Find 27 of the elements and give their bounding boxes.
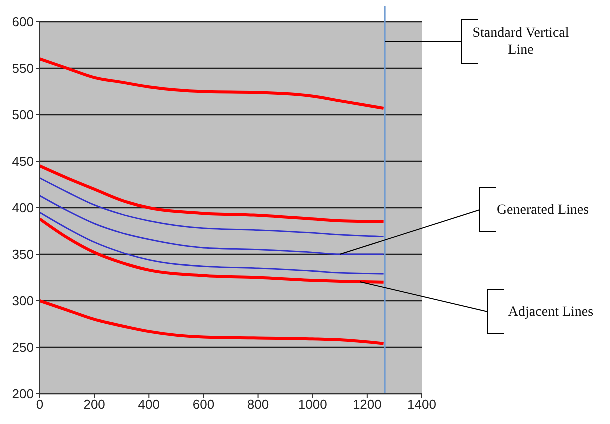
y-tick-label: 450 [12, 154, 34, 170]
x-tick-label: 600 [192, 397, 215, 412]
y-tick-label: 400 [12, 200, 34, 216]
y-tick-label: 600 [12, 14, 34, 30]
x-tick-label: 1200 [352, 397, 382, 412]
y-tick-label: 500 [12, 108, 34, 123]
line-series [40, 195, 384, 256]
x-tick-label: 1000 [298, 397, 328, 412]
line-series [40, 218, 386, 284]
x-tick-label: 400 [138, 397, 160, 412]
annotation: Generated Lines [496, 202, 590, 218]
line-series [40, 164, 386, 224]
x-tick-label: 200 [84, 397, 106, 412]
y-tick-label: 200 [12, 386, 34, 402]
y-tick-label: 300 [12, 294, 34, 309]
line-series [40, 300, 386, 346]
y-tick-label: 350 [12, 247, 34, 262]
x-tick-label: 1400 [408, 397, 436, 412]
y-tick-label: 250 [12, 340, 34, 356]
x-tick-label: 0 [36, 397, 44, 412]
line-series [40, 178, 384, 238]
x-tick-label: 800 [247, 397, 270, 412]
line-series [40, 58, 386, 110]
y-tick-label: 550 [12, 61, 34, 76]
line-series [40, 212, 384, 275]
text: Adjacent Lines [508, 304, 594, 320]
ref-line-label: Standard Vertical Line [472, 25, 570, 59]
